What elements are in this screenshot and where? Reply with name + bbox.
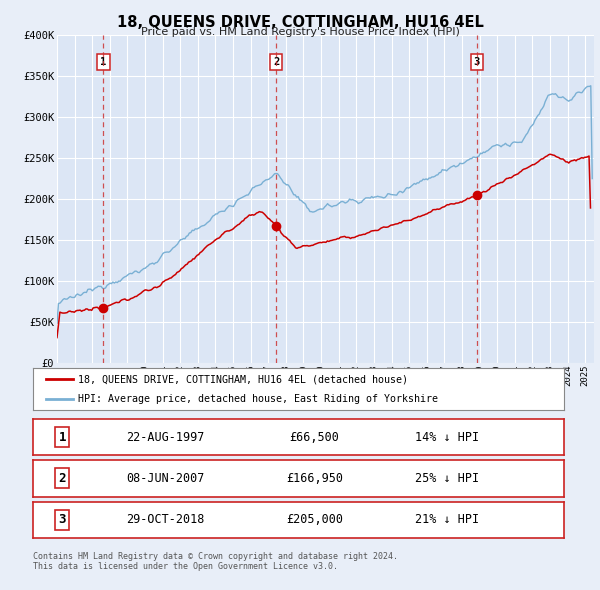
Text: 18, QUEENS DRIVE, COTTINGHAM, HU16 4EL: 18, QUEENS DRIVE, COTTINGHAM, HU16 4EL <box>116 15 484 30</box>
Text: 3: 3 <box>473 57 479 67</box>
Text: Contains HM Land Registry data © Crown copyright and database right 2024.
This d: Contains HM Land Registry data © Crown c… <box>33 552 398 571</box>
Text: £205,000: £205,000 <box>286 513 343 526</box>
Text: 1: 1 <box>100 57 107 67</box>
Text: 08-JUN-2007: 08-JUN-2007 <box>127 472 205 485</box>
Text: 22-AUG-1997: 22-AUG-1997 <box>127 431 205 444</box>
Text: HPI: Average price, detached house, East Riding of Yorkshire: HPI: Average price, detached house, East… <box>78 395 438 404</box>
Text: £166,950: £166,950 <box>286 472 343 485</box>
Text: 2: 2 <box>273 57 279 67</box>
Text: 1: 1 <box>58 431 66 444</box>
Text: 25% ↓ HPI: 25% ↓ HPI <box>415 472 479 485</box>
Text: 3: 3 <box>58 513 66 526</box>
Text: 29-OCT-2018: 29-OCT-2018 <box>127 513 205 526</box>
Text: 2: 2 <box>58 472 66 485</box>
Text: 21% ↓ HPI: 21% ↓ HPI <box>415 513 479 526</box>
Text: Price paid vs. HM Land Registry's House Price Index (HPI): Price paid vs. HM Land Registry's House … <box>140 27 460 37</box>
Text: £66,500: £66,500 <box>289 431 340 444</box>
Text: 14% ↓ HPI: 14% ↓ HPI <box>415 431 479 444</box>
Text: 18, QUEENS DRIVE, COTTINGHAM, HU16 4EL (detached house): 18, QUEENS DRIVE, COTTINGHAM, HU16 4EL (… <box>78 374 408 384</box>
